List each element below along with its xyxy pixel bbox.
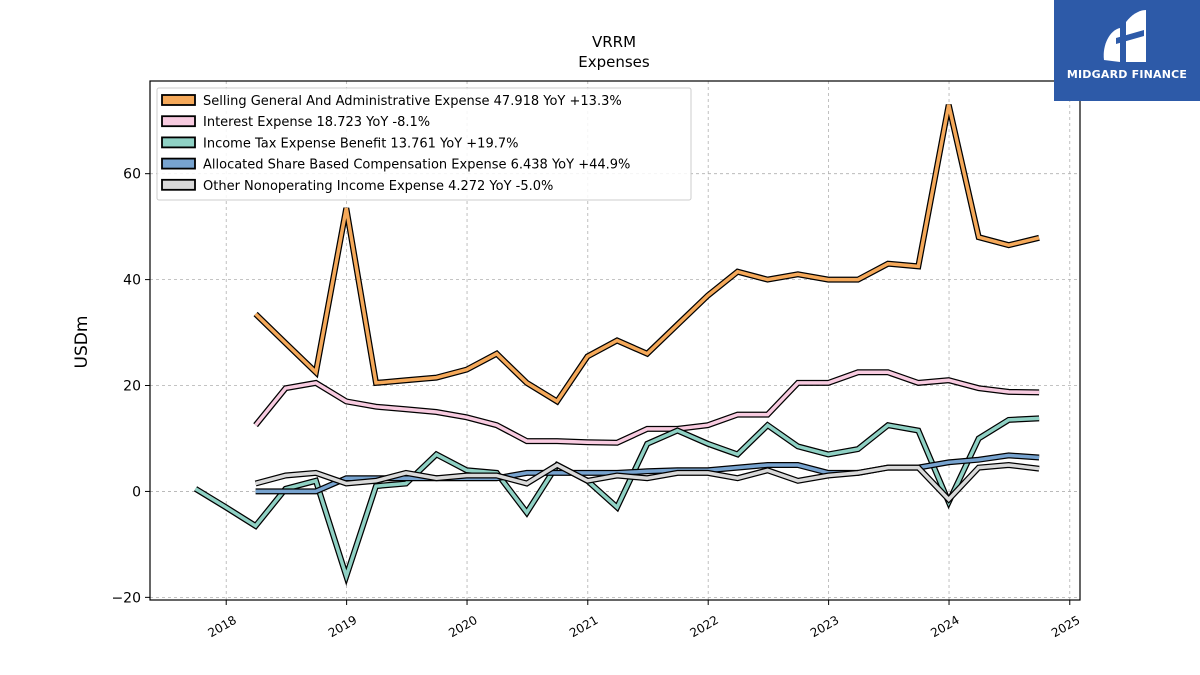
x-tick-label: 2021 (567, 613, 600, 640)
x-tick-label: 2024 (928, 613, 961, 640)
x-tick-label: 2023 (808, 613, 841, 640)
chart-subtitle: Expenses (578, 53, 650, 71)
legend-swatch (161, 157, 196, 170)
legend-box (156, 87, 692, 201)
chart-title: VRRM (592, 33, 636, 51)
plot-frame (149, 80, 1081, 601)
legend-label: Selling General And Administrative Expen… (203, 94, 622, 109)
logo-mark-icon (1103, 10, 1146, 62)
y-tick-label: 0 (132, 484, 141, 500)
x-tick-label: 2018 (205, 613, 238, 640)
brand-logo: MIDGARD FINANCE (1054, 0, 1200, 101)
axes: −20 0 20 40 60 2018 2019 2020 2021 2022 2023 2024 20… (111, 167, 1082, 641)
x-tick-label: 2022 (687, 613, 720, 640)
legend-swatch (161, 136, 196, 149)
y-tick-label: 40 (123, 273, 141, 289)
series-line (255, 462, 1040, 502)
x-tick-label: 2025 (1049, 613, 1082, 640)
brand-name: MIDGARD FINANCE (1066, 68, 1188, 81)
y-tick-label: 20 (123, 379, 141, 395)
legend: Selling General And Administrative Expen… (156, 87, 692, 201)
series-lines (193, 104, 1040, 586)
y-axis-label: USDm (72, 316, 92, 369)
x-tick-label: 2020 (446, 613, 479, 640)
legend-label: Income Tax Expense Benefit 13.761 YoY +1… (203, 136, 518, 151)
series-line (254, 104, 1040, 404)
x-tick-label: 2019 (326, 613, 359, 640)
legend-swatch (161, 178, 196, 191)
legend-swatch (161, 94, 196, 106)
legend-swatch (161, 115, 196, 128)
legend-label: Allocated Share Based Compensation Expen… (203, 158, 630, 173)
legend-label: Other Nonoperating Income Expense 4.272 … (203, 179, 553, 194)
series-line (194, 416, 1040, 582)
series-line (254, 370, 1040, 445)
y-tick-label: −20 (111, 590, 141, 606)
y-tick-label: 60 (123, 167, 141, 183)
legend-label: Interest Expense 18.723 YoY -8.1% (203, 115, 430, 130)
